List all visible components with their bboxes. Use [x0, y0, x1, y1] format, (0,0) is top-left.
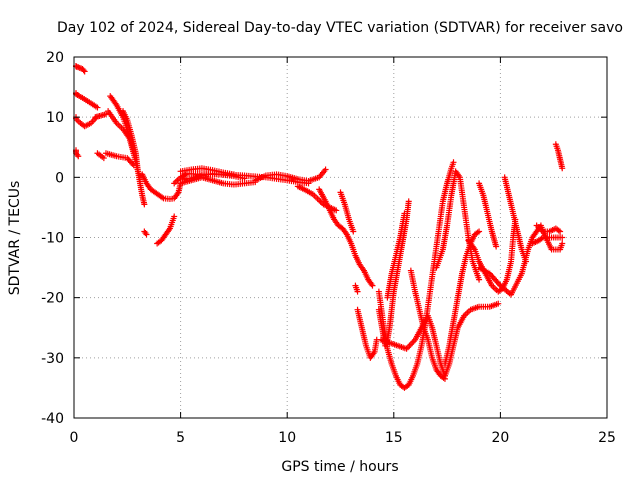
data-point: [322, 166, 329, 173]
data-point: [450, 159, 457, 166]
series-arc-17: [177, 170, 248, 183]
data-point: [75, 153, 82, 160]
y-axis-label: SDTVAR / TECUs: [7, 181, 23, 296]
data-point: [80, 67, 87, 74]
series-arc-33: [476, 180, 500, 250]
series-arc-6: [92, 111, 109, 121]
x-axis-ticks: 0 5 10 15 20 25: [70, 57, 616, 446]
data-point: [476, 228, 483, 235]
y-tick-label: -10: [41, 231, 64, 247]
data-point: [100, 155, 107, 162]
series-arc-21: [337, 189, 357, 235]
data-point: [559, 165, 566, 172]
data-point: [354, 288, 361, 295]
data-point: [559, 240, 566, 247]
series-arc-5: [94, 150, 107, 162]
series-arc-19: [294, 183, 340, 214]
data-point: [405, 198, 412, 205]
data-point: [333, 207, 340, 214]
data-point: [493, 243, 500, 250]
series-arc-16: [177, 165, 237, 178]
grid-lines: [74, 57, 607, 418]
y-tick-label: 20: [46, 50, 64, 66]
data-point: [495, 300, 502, 307]
data-point: [81, 68, 88, 75]
x-axis-label: GPS time / hours: [281, 459, 398, 475]
data-point: [141, 201, 148, 208]
series-arc-1: [73, 63, 88, 75]
y-axis-ticks: 20 10 0 -10 -20 -30 -40: [41, 50, 607, 427]
series-arc-10: [120, 108, 148, 208]
series-arc-38: [540, 225, 564, 235]
series-arc-25: [384, 210, 408, 301]
series-arc-18: [252, 166, 329, 184]
x-tick-label: 25: [598, 430, 616, 446]
series-arc-20: [316, 186, 376, 289]
data-point: [401, 210, 408, 217]
y-tick-label: -20: [41, 291, 64, 307]
y-tick-label: 10: [46, 110, 64, 126]
x-tick-label: 10: [278, 430, 296, 446]
y-tick-label: 0: [55, 170, 64, 186]
series-arc-39: [552, 141, 566, 172]
series-arc-23: [352, 282, 361, 295]
data-point: [369, 282, 376, 289]
series-arc-26: [375, 159, 457, 391]
series-arc-8: [102, 150, 137, 169]
x-tick-label: 20: [491, 430, 509, 446]
data-point: [559, 234, 566, 241]
x-tick-label: 5: [176, 430, 185, 446]
data-point: [476, 276, 483, 283]
data-points: [73, 63, 566, 391]
data-point: [94, 104, 101, 111]
series-arc-22: [354, 306, 380, 361]
plot-frame: [73, 56, 608, 419]
y-tick-label: -30: [41, 351, 64, 367]
series-arc-12: [141, 228, 150, 238]
chart-title: Day 102 of 2024, Sidereal Day-to-day VTE…: [57, 20, 623, 36]
y-tick-label: -40: [41, 411, 64, 427]
series-arc-13: [154, 213, 178, 247]
x-tick-label: 0: [70, 430, 79, 446]
data-point: [143, 231, 150, 238]
data-point: [350, 228, 357, 235]
series-arc-11: [139, 171, 184, 202]
series-arc-2: [73, 90, 101, 111]
data-point: [557, 228, 564, 235]
data-point: [241, 175, 248, 182]
data-point: [171, 213, 178, 220]
x-tick-label: 15: [385, 430, 403, 446]
series-arc-28: [407, 267, 448, 382]
